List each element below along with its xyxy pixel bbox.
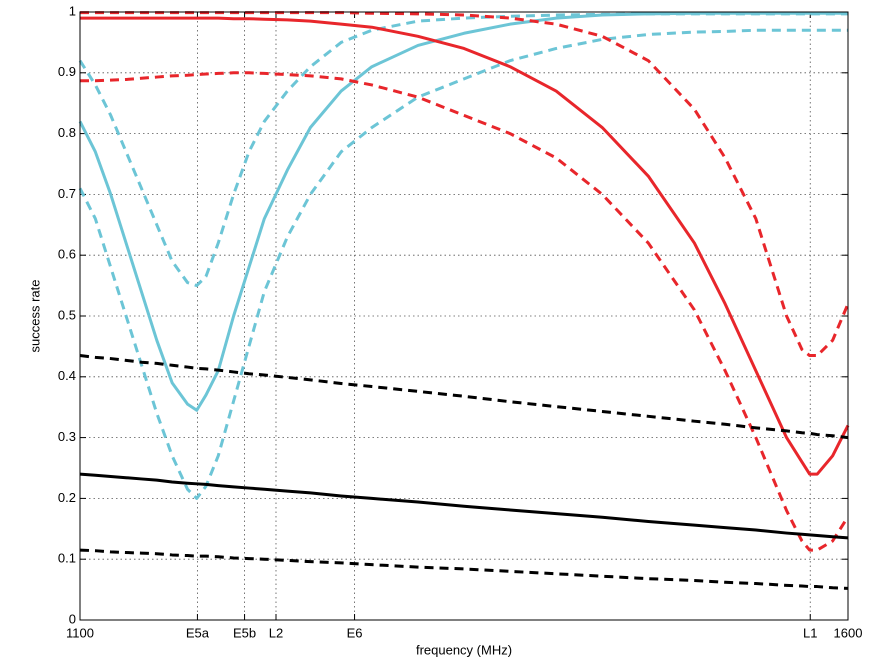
x-axis-label: frequency (MHz) — [416, 642, 512, 657]
x-tick-label: 1600 — [834, 625, 863, 640]
y-tick-label: 0.4 — [58, 368, 76, 383]
y-tick-label: 0.5 — [58, 307, 76, 322]
x-tick-label: L1 — [803, 625, 817, 640]
series-line — [80, 11, 850, 358]
y-tick-label: 0.9 — [58, 64, 76, 79]
series-line — [78, 11, 848, 412]
y-tick-label: 0.3 — [58, 429, 76, 444]
x-tick-label: E6 — [347, 625, 363, 640]
y-tick-label: 0.2 — [58, 490, 76, 505]
series-line — [80, 71, 850, 552]
y-tick-label: 0 — [69, 611, 76, 626]
series-line — [78, 28, 848, 500]
y-tick-label: 0.6 — [58, 247, 76, 262]
series-line — [79, 472, 849, 540]
plot-frame — [79, 11, 849, 621]
series-line — [78, 12, 848, 288]
y-tick-label: 0.7 — [58, 186, 76, 201]
series-line — [80, 16, 850, 476]
x-tick-label: E5a — [186, 625, 210, 640]
series-line — [79, 354, 849, 440]
x-tick-label: L2 — [269, 625, 283, 640]
y-axis-label: success rate — [27, 280, 42, 353]
series-line — [79, 548, 849, 590]
y-tick-label: 1 — [69, 3, 76, 18]
x-tick-label: 1100 — [66, 625, 94, 640]
y-tick-label: 0.1 — [58, 551, 76, 566]
y-tick-label: 0.8 — [58, 125, 76, 140]
x-tick-label: E5b — [233, 625, 256, 640]
